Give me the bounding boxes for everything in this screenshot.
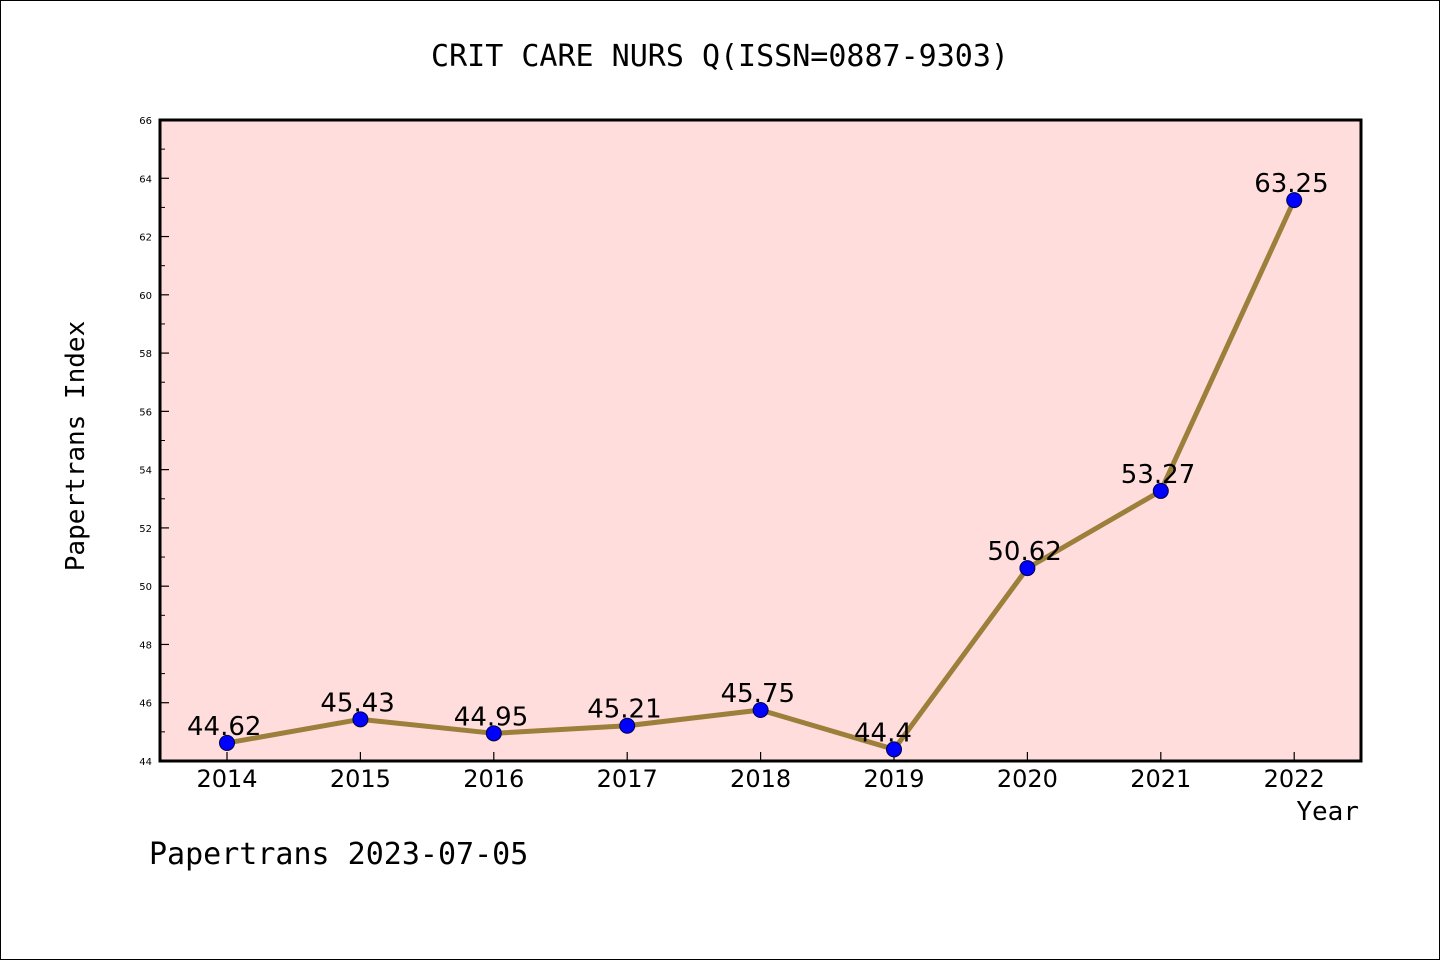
data-point-marker — [485, 725, 502, 742]
x-tick-label: 2016 — [463, 765, 524, 793]
data-value-label: 53.27 — [1121, 460, 1195, 490]
data-point-marker — [1019, 560, 1036, 577]
y-tick-label: 48 — [139, 640, 152, 651]
y-tick-label: 60 — [139, 291, 152, 302]
y-tick-label: 66 — [139, 116, 152, 127]
data-point-marker — [1286, 192, 1303, 209]
data-value-label: 44.4 — [854, 718, 912, 748]
y-tick-label: 46 — [139, 699, 152, 710]
y-tick-label: 52 — [139, 524, 152, 535]
data-point-marker — [752, 702, 769, 719]
series-markers — [219, 192, 1303, 758]
data-value-label: 44.62 — [187, 712, 261, 742]
x-tick-label: 2020 — [997, 765, 1058, 793]
data-point-marker — [352, 711, 369, 728]
data-point-marker — [886, 741, 902, 758]
y-tick-label: 62 — [139, 233, 152, 244]
y-tick-label: 54 — [139, 466, 152, 477]
y-axis-title: Papertrans Index — [61, 321, 91, 571]
y-tick-label: 44 — [139, 757, 152, 768]
data-value-label: 45.21 — [587, 695, 661, 725]
chart-title: CRIT CARE NURS Q(ISSN=0887-9303) — [431, 39, 1009, 74]
x-tick-label: 2017 — [597, 765, 658, 793]
data-value-label: 45.75 — [721, 679, 795, 709]
x-axis-title: Year — [1296, 797, 1359, 827]
footer-watermark: Papertrans 2023-07-05 — [149, 837, 528, 872]
y-axis-ticks: 44 46 48 50 52 54 56 58 60 62 64 66 — [139, 116, 169, 768]
data-labels: 44.62 45.43 44.95 45.21 45.75 44.4 50.62 53.27 6… — [187, 169, 1329, 748]
data-point-marker — [1152, 482, 1169, 499]
data-value-label: 44.95 — [454, 702, 528, 732]
plot-area — [160, 120, 1361, 761]
x-tick-label: 2018 — [730, 765, 791, 793]
y-tick-label: 50 — [139, 582, 152, 593]
x-tick-label: 2015 — [330, 765, 391, 793]
x-tick-label: 2019 — [863, 765, 924, 793]
x-tick-label: 2021 — [1130, 765, 1191, 793]
y-tick-label: 58 — [139, 349, 152, 360]
y-tick-label: 64 — [139, 174, 152, 185]
x-tick-label: 2022 — [1264, 765, 1325, 793]
data-point-marker — [219, 734, 235, 751]
x-tick-label: 2014 — [196, 765, 257, 793]
data-value-label: 63.25 — [1254, 169, 1328, 199]
data-value-label: 45.43 — [320, 688, 394, 718]
y-tick-label: 56 — [139, 407, 152, 418]
data-value-label: 50.62 — [987, 537, 1061, 567]
plot-border — [158, 118, 1363, 763]
x-axis-ticks: 2014 2015 2016 2017 2018 2019 2020 2021 2022 — [196, 752, 1325, 793]
data-point-marker — [619, 717, 636, 734]
